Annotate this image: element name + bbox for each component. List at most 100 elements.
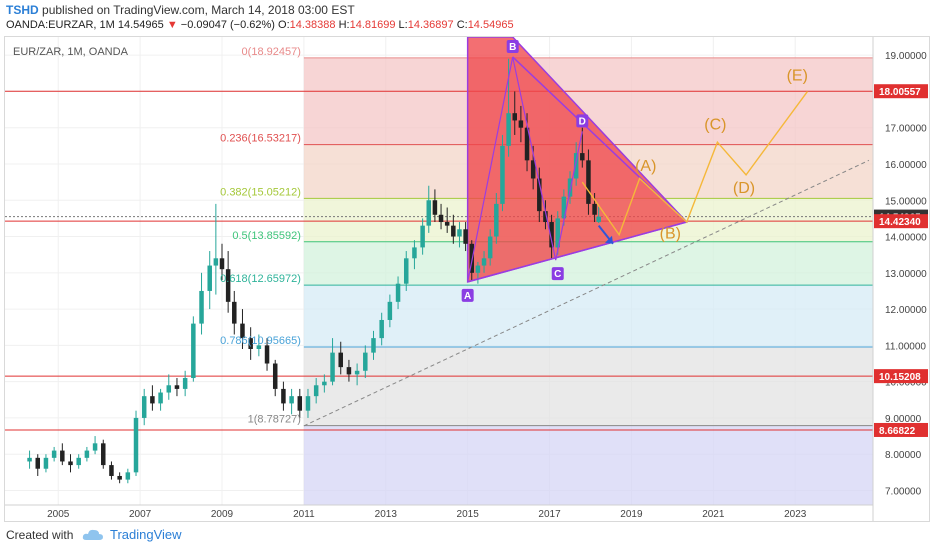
symbol-line: OANDA:EURZAR, 1M 14.54965 ▼ −0.09047 (−0… — [6, 19, 514, 31]
candle-body-77 — [592, 203, 597, 215]
candle-body-33 — [289, 396, 294, 404]
candle-body-6 — [76, 457, 81, 466]
candle-body-5 — [68, 461, 73, 466]
candle-body-66 — [524, 127, 530, 161]
wave-label-0: (A) — [635, 158, 656, 175]
candle-body-15 — [150, 396, 155, 404]
price-chart[interactable]: (A) (B) (C) (D) (E) 0(18.92457) 0.236(16.5321… — [5, 36, 929, 521]
candle-body-76 — [586, 160, 591, 204]
y-tick-10: 17.00000 — [885, 124, 927, 135]
chart-title: EUR/ZAR, 1M, OANDA — [13, 46, 129, 58]
point-label-3: D — [579, 116, 586, 127]
candle-body-9 — [101, 443, 106, 466]
x-tick-4: 2013 — [375, 509, 398, 520]
candle-body-75 — [580, 153, 585, 161]
candle-body-50 — [426, 200, 432, 226]
fib-zone-5 — [303, 346, 873, 426]
price-label-3: 10.15208 — [879, 372, 921, 383]
y-tick-8: 15.00000 — [885, 196, 927, 207]
open-value: 14.38388 — [289, 19, 336, 31]
high-value: 14.81699 — [349, 19, 396, 31]
point-badge-1 — [506, 39, 519, 53]
candle-body-54 — [451, 225, 456, 237]
point-badge-0 — [461, 288, 474, 302]
candle-body-43 — [371, 338, 376, 353]
author-name[interactable]: TSHD — [6, 3, 39, 17]
candle-body-25 — [225, 269, 231, 302]
candle-body-28 — [248, 338, 253, 349]
candle-body-67 — [530, 160, 536, 179]
candle-body-36 — [313, 385, 319, 397]
x-tick-2: 2009 — [211, 509, 234, 520]
fib-label-6: 1(8.78727) — [248, 414, 301, 426]
point-label-1: B — [509, 42, 516, 53]
candle-body-2 — [43, 457, 49, 469]
trend-line — [303, 159, 870, 427]
abcd-zigzag — [467, 56, 583, 283]
open-label: O: — [278, 19, 290, 31]
x-tick-5: 2015 — [457, 509, 480, 520]
created-with-label: Created with — [6, 528, 74, 542]
candle-body-57 — [469, 243, 475, 273]
point-badge-3 — [576, 114, 589, 128]
x-tick-0: 2005 — [47, 509, 70, 520]
candle-body-70 — [549, 222, 554, 248]
candle-body-64 — [512, 113, 517, 121]
candle-body-17 — [166, 385, 172, 393]
price-label-2: 14.42340 — [879, 217, 921, 228]
candle-body-73 — [567, 178, 573, 197]
candle-body-27 — [240, 323, 245, 339]
candle-body-53 — [444, 222, 450, 226]
candle-body-38 — [330, 352, 335, 382]
candle-body-4 — [60, 450, 65, 462]
y-tick-9: 16.00000 — [885, 160, 927, 171]
candle-body-31 — [272, 363, 278, 389]
candle-body-78 — [596, 216, 601, 223]
low-label: L: — [398, 19, 408, 31]
fib-label-1: 0.236(16.53217) — [220, 133, 301, 145]
candle-body-65 — [518, 120, 524, 128]
wave-label-3: (D) — [733, 180, 755, 197]
y-tick-6: 13.00000 — [885, 269, 927, 280]
candle-body-24 — [219, 258, 225, 270]
candle-body-7 — [84, 450, 90, 458]
candle-body-45 — [387, 301, 393, 320]
candle-body-44 — [379, 319, 384, 339]
fibonacci-labels: 0(18.92457) 0.236(16.53217) 0.382(15.05212… — [220, 46, 301, 426]
candle-body-13 — [133, 417, 139, 473]
y-tick-7: 14.00000 — [885, 233, 927, 244]
blue-arrow-head — [605, 235, 614, 244]
lower-wedge-edge — [467, 221, 687, 283]
tradingview-cloud-icon — [82, 529, 103, 540]
price-axis[interactable]: 7.00000 8.00000 9.00000 10.00000 11.00000 12.… — [874, 51, 928, 497]
dashed-trend-line — [303, 159, 870, 427]
y-tick-12: 19.00000 — [885, 51, 927, 62]
candle-body-63 — [506, 113, 511, 146]
price-change: −0.09047 (−0.62%) — [180, 19, 275, 31]
candle-body-8 — [92, 443, 98, 451]
candle-body-71 — [555, 218, 560, 248]
time-axis[interactable]: 2005 2007 2009 2011 2013 2015 2017 2019 2021 2023 — [5, 504, 873, 520]
x-tick-7: 2019 — [620, 509, 643, 520]
price-axis-bg — [873, 37, 929, 521]
price-label-bg-2 — [874, 214, 928, 229]
candle-body-37 — [322, 381, 327, 386]
candle-body-69 — [543, 211, 548, 223]
x-tick-1: 2007 — [129, 509, 152, 520]
candle-body-49 — [420, 225, 425, 248]
candle-body-35 — [305, 396, 311, 411]
price-label-bg-3 — [874, 369, 928, 384]
y-tick-2: 9.00000 — [885, 414, 922, 425]
tradingview-brand[interactable]: TradingView — [110, 527, 182, 542]
candle-body-1 — [35, 457, 41, 469]
candle-body-30 — [264, 345, 270, 364]
candle-body-21 — [199, 290, 204, 324]
candle-body-14 — [141, 396, 147, 418]
candle-body-74 — [573, 153, 579, 179]
fib-label-2: 0.382(15.05212) — [220, 186, 301, 198]
fib-zone-6 — [303, 425, 873, 505]
candles — [27, 58, 601, 484]
candle-body-48 — [412, 247, 417, 259]
chart-area[interactable]: (A) (B) (C) (D) (E) 0(18.92457) 0.236(16.5321… — [4, 36, 930, 522]
candle-body-12 — [125, 472, 131, 480]
